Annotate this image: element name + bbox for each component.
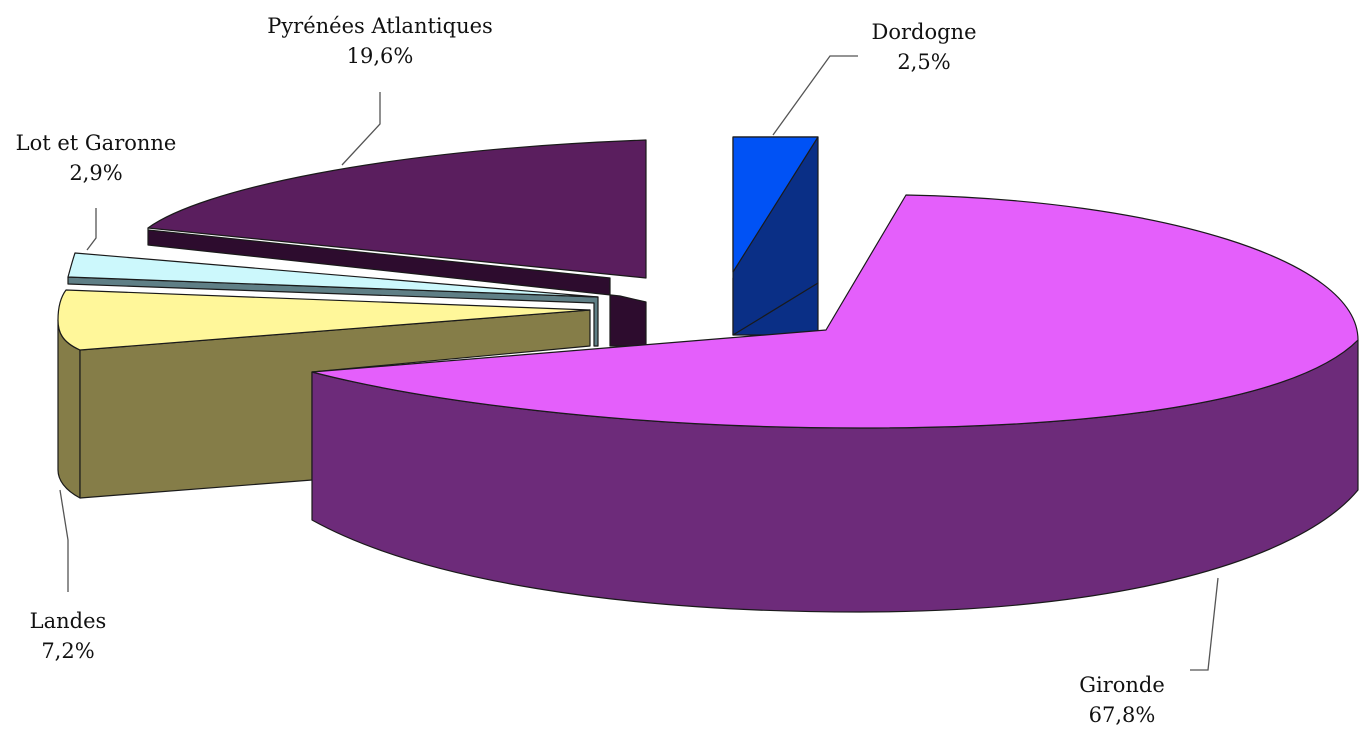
slice-dordogne — [732, 136, 819, 336]
label-lot-et-garonne-name: Lot et Garonne — [15, 131, 177, 155]
label-lot-et-garonne: Lot et Garonne 2,9% — [16, 128, 177, 188]
label-landes: Landes 7,2% — [30, 606, 107, 666]
label-dordogne: Dordogne 2,5% — [872, 17, 977, 77]
slice-lot-et-garonne — [67, 252, 599, 347]
slice-lot-et-garonne-top — [67, 252, 599, 298]
label-gironde-name: Gironde — [1079, 673, 1165, 697]
label-gironde-value: 67,8% — [1088, 703, 1156, 727]
label-lot-et-garonne-value: 2,9% — [69, 161, 123, 185]
slice-landes-top — [57, 289, 591, 351]
slice-pyrenees-atlantiques-top — [147, 139, 647, 279]
slice-gironde — [311, 194, 1359, 613]
label-pyrenees-atlantiques-name: Pyrénées Atlantiques — [267, 14, 493, 38]
slice-dordogne-top — [732, 136, 819, 273]
slice-landes — [57, 289, 591, 499]
slice-gironde-top — [311, 194, 1359, 429]
leader-line-dordogne — [772, 55, 858, 136]
label-dordogne-value: 2,5% — [897, 50, 951, 74]
label-gironde: Gironde 67,8% — [1079, 670, 1165, 730]
leader-line-lot-et-garonne — [86, 208, 97, 251]
leader-line-gironde — [1190, 577, 1219, 671]
leader-line-pyrenees-atlantiques — [341, 92, 381, 166]
label-dordogne-name: Dordogne — [871, 20, 977, 44]
leader-line-landes — [59, 489, 69, 592]
label-landes-value: 7,2% — [41, 639, 95, 663]
label-pyrenees-atlantiques-value: 19,6% — [346, 44, 414, 68]
label-landes-name: Landes — [29, 609, 107, 633]
label-pyrenees-atlantiques: Pyrénées Atlantiques 19,6% — [267, 11, 493, 71]
